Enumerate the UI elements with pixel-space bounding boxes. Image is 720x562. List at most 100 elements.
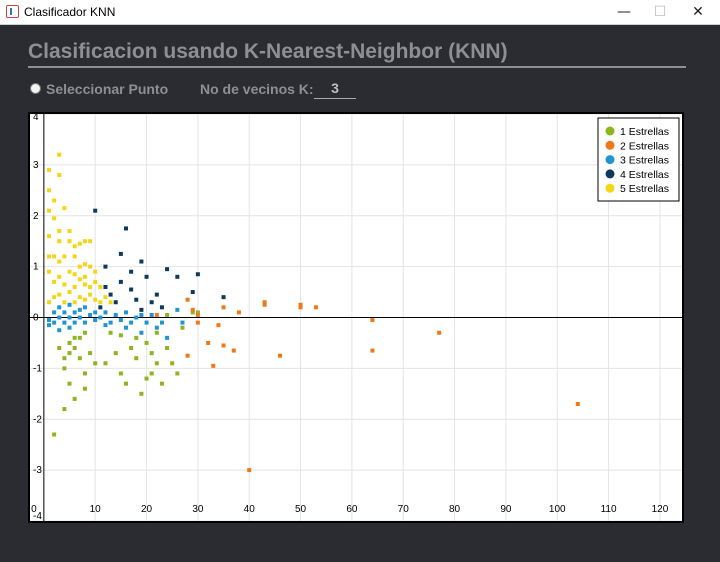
data-point: [190, 310, 195, 315]
data-point: [46, 318, 51, 323]
data-point: [165, 346, 170, 351]
data-point: [52, 320, 57, 325]
scatter-plot-frame[interactable]: 0 10 20 30 40 50 60 70 80 90 100 110 120 4 3 2 1 0 -1 -2 -3-…: [28, 112, 684, 523]
legend-marker: [605, 155, 615, 165]
data-point: [98, 300, 103, 305]
scatter-plot[interactable]: 0 10 20 30 40 50 60 70 80 90 100 110 12043210-1-2-3-…: [30, 112, 682, 522]
data-point: [124, 381, 129, 386]
data-point: [72, 335, 77, 340]
data-point: [57, 315, 62, 320]
data-point: [88, 284, 93, 289]
data-point: [149, 300, 154, 305]
data-point: [113, 312, 118, 317]
data-point: [57, 274, 62, 279]
data-point: [46, 234, 51, 239]
data-point: [57, 328, 62, 333]
data-point: [175, 371, 180, 376]
x-tick-label: 70: [398, 504, 410, 515]
data-point: [93, 361, 98, 366]
data-point: [88, 264, 93, 269]
data-point: [278, 353, 283, 358]
data-point: [62, 282, 67, 287]
data-point: [67, 325, 72, 330]
data-point: [72, 284, 77, 289]
data-point: [88, 312, 93, 317]
data-point: [72, 310, 77, 315]
y-tick-label: -1: [33, 363, 42, 374]
k-neighbors-input[interactable]: [314, 78, 356, 99]
data-point: [72, 320, 77, 325]
data-point: [134, 315, 139, 320]
data-point: [57, 259, 62, 264]
close-button[interactable]: ✕: [692, 4, 704, 20]
data-point: [52, 279, 57, 284]
data-point: [57, 292, 62, 297]
data-point: [98, 305, 103, 310]
data-point: [139, 307, 144, 312]
x-tick-label: 0: [31, 504, 37, 515]
data-point: [118, 279, 123, 284]
y-tick-label: -2: [33, 414, 42, 425]
data-point: [46, 300, 51, 305]
data-point: [67, 302, 72, 307]
data-point: [103, 264, 108, 269]
data-point: [180, 325, 185, 330]
data-point: [52, 254, 57, 259]
data-point: [185, 353, 190, 358]
data-point: [52, 310, 57, 315]
data-point: [180, 320, 185, 325]
data-point: [57, 229, 62, 234]
data-point: [62, 206, 67, 211]
data-point: [82, 262, 87, 267]
data-point: [46, 323, 51, 328]
data-point: [134, 335, 139, 340]
select-point-radio[interactable]: [30, 83, 41, 94]
data-point: [72, 244, 77, 249]
data-point: [77, 335, 82, 340]
data-point: [57, 346, 62, 351]
data-point: [108, 300, 113, 305]
data-point: [72, 300, 77, 305]
data-point: [46, 269, 51, 274]
data-point: [103, 361, 108, 366]
data-point: [118, 333, 123, 338]
data-point: [129, 346, 134, 351]
data-point: [82, 371, 87, 376]
data-point: [62, 254, 67, 259]
legend-label: 3 Estrellas: [620, 155, 669, 167]
data-point: [134, 297, 139, 302]
data-point: [98, 284, 103, 289]
data-point: [118, 318, 123, 323]
data-point: [247, 468, 252, 473]
data-point: [206, 340, 211, 345]
data-point: [67, 269, 72, 274]
data-point: [72, 396, 77, 401]
data-point: [190, 307, 195, 312]
data-point: [46, 254, 51, 259]
maximize-button[interactable]: ☐: [653, 4, 667, 20]
select-point-label[interactable]: Seleccionar Punto: [46, 81, 169, 97]
data-point: [159, 305, 164, 310]
legend-marker: [605, 183, 615, 193]
data-point: [262, 300, 267, 305]
data-point: [67, 340, 72, 345]
legend-label: 4 Estrellas: [620, 169, 669, 181]
data-point: [77, 356, 82, 361]
k-neighbors-label: No de vecinos K:: [200, 81, 314, 97]
data-point: [46, 188, 51, 193]
data-point: [67, 381, 72, 386]
data-point: [82, 274, 87, 279]
data-point: [231, 348, 236, 353]
data-point: [129, 320, 134, 325]
minimize-button[interactable]: —: [617, 4, 631, 20]
data-point: [82, 386, 87, 391]
y-tick-label: -4: [33, 511, 42, 521]
data-point: [72, 346, 77, 351]
data-point: [103, 284, 108, 289]
data-point: [236, 310, 241, 315]
data-point: [211, 363, 216, 368]
data-point: [52, 432, 57, 437]
y-tick-label: 4: [33, 114, 39, 123]
data-point: [575, 401, 580, 406]
data-point: [77, 277, 82, 282]
